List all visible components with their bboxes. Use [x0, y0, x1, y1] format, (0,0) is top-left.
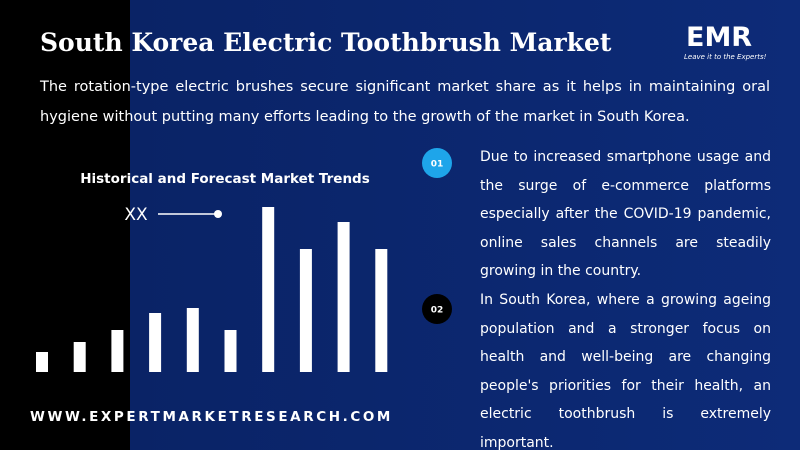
point-text: Due to increased smartphone usage and th…: [480, 149, 771, 279]
chart-title: Historical and Forecast Market Trends: [80, 171, 370, 187]
bar: [73, 342, 86, 372]
bar: [299, 249, 312, 372]
point-number: 01: [431, 160, 444, 170]
bar: [36, 352, 48, 372]
point-number: 02: [431, 306, 444, 316]
bar: [149, 313, 162, 372]
title: South Korea Electric Toothbrush Market: [40, 28, 612, 57]
point-text: In South Korea, where a growing ageing p…: [480, 292, 771, 450]
annotation-dot: [214, 210, 222, 218]
bar: [262, 207, 275, 372]
bar: [186, 308, 199, 372]
bar: [111, 330, 124, 372]
website: WWW.EXPERTMARKETRESEARCH.COM: [30, 409, 393, 425]
bar: [375, 249, 388, 372]
chart-annotation: XX: [124, 205, 148, 225]
bar: [337, 222, 350, 372]
point-badge: [422, 148, 452, 178]
logo: EMR: [686, 22, 753, 53]
point-badge: [422, 294, 452, 324]
subtitle: The rotation-type electric brushes secur…: [40, 79, 770, 125]
logo-tagline: Leave it to the Experts!: [684, 53, 767, 61]
bar: [224, 330, 237, 372]
